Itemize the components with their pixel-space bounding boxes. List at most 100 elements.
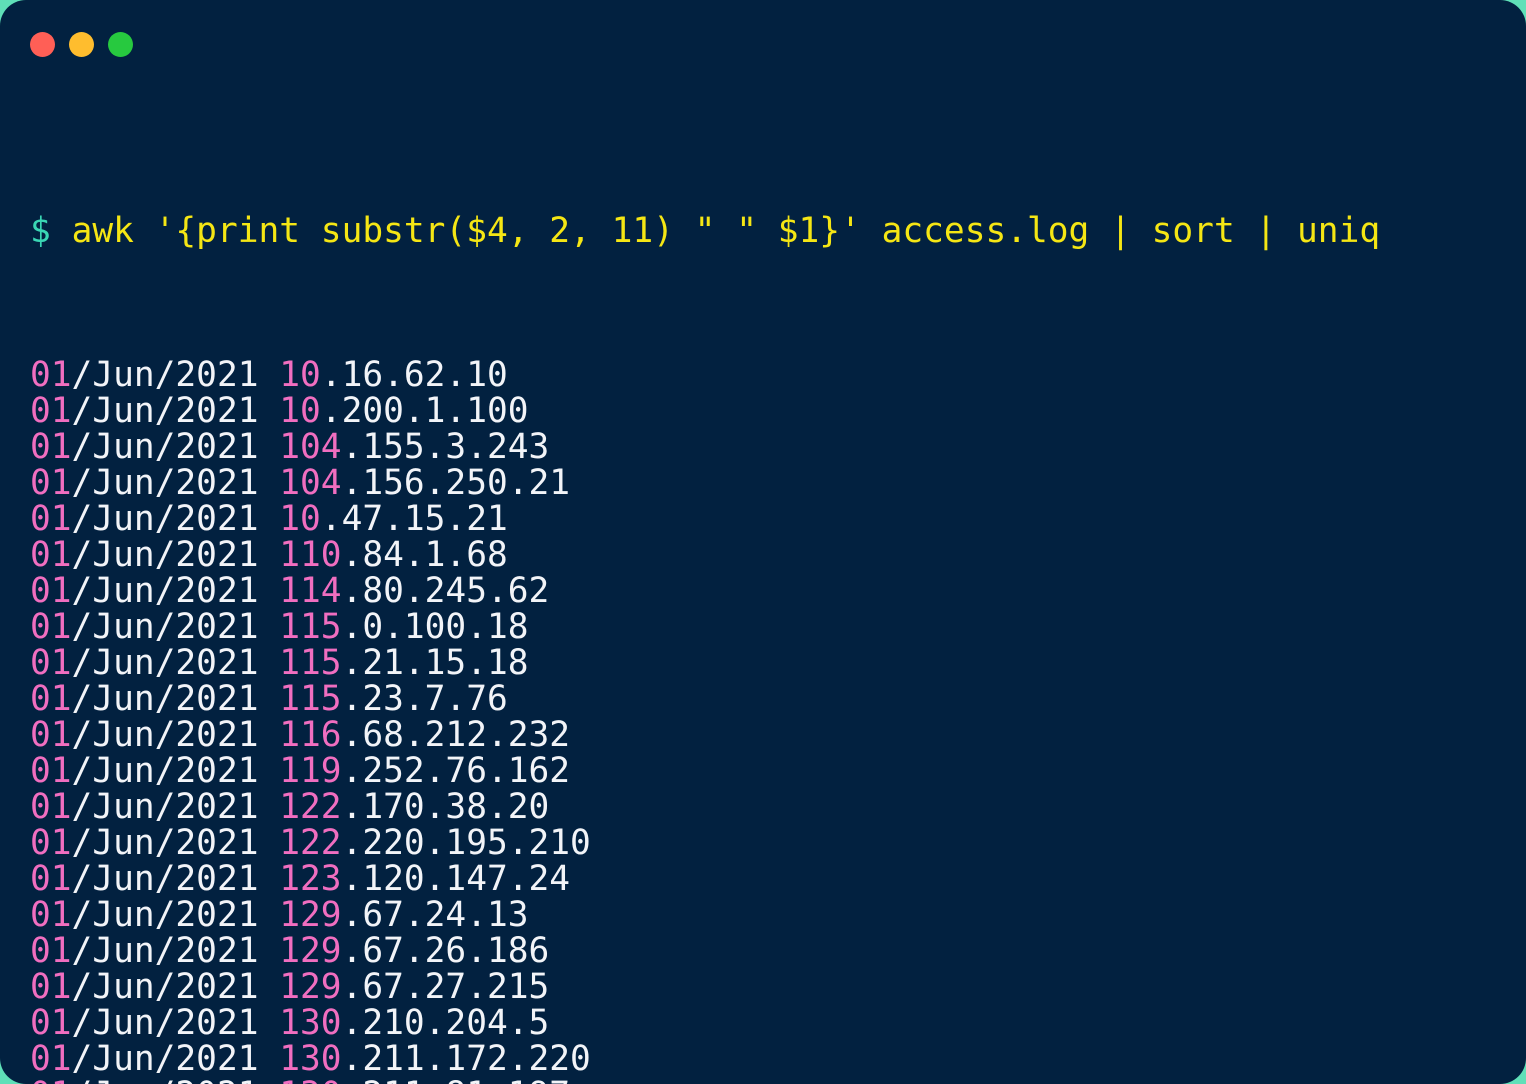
log-ip-text: .16.62.10 <box>320 355 508 395</box>
output-line: 01/Jun/2021 114.80.245.62 <box>30 573 1498 609</box>
output-line: 01/Jun/2021 119.252.76.162 <box>30 753 1498 789</box>
log-ip-text: .67.26.186 <box>341 931 550 971</box>
log-ip-highlight: 129 <box>279 895 342 935</box>
log-date-text: /Jun/2021 <box>71 895 259 935</box>
log-ip-highlight: 122 <box>279 787 342 827</box>
output-line: 01/Jun/2021 122.170.38.20 <box>30 789 1498 825</box>
log-date-text: /Jun/2021 <box>72 1075 259 1084</box>
log-ip-text: .170.38.20 <box>341 787 550 827</box>
title-bar[interactable] <box>0 0 1526 88</box>
log-date-highlight: 01 <box>30 1075 72 1084</box>
field-separator <box>258 967 279 1007</box>
log-date-text: /Jun/2021 <box>71 787 259 827</box>
log-date-highlight: 01 <box>30 535 72 575</box>
log-date-highlight: 01 <box>30 499 72 539</box>
log-date-text: /Jun/2021 <box>71 355 259 395</box>
log-date-highlight: 01 <box>30 463 72 503</box>
field-separator <box>258 1039 279 1079</box>
output-line: 01/Jun/2021 10.16.62.10 <box>30 357 1498 393</box>
log-date-text: /Jun/2021 <box>71 1003 259 1043</box>
field-separator <box>258 427 279 467</box>
field-separator <box>258 859 279 899</box>
log-ip-highlight: 110 <box>279 535 342 575</box>
log-ip-highlight: 130 <box>279 1003 342 1043</box>
field-separator <box>258 571 279 611</box>
field-separator <box>258 355 279 395</box>
log-date-text: /Jun/2021 <box>71 967 259 1007</box>
log-ip-text: .211.172.220 <box>341 1039 591 1079</box>
output-line: 01/Jun/2021 104.155.3.243 <box>30 429 1498 465</box>
log-date-text: /Jun/2021 <box>71 499 259 539</box>
field-separator <box>258 679 279 719</box>
field-separator <box>258 751 279 791</box>
output-line: 01/Jun/2021 110.84.1.68 <box>30 537 1498 573</box>
log-date-text: /Jun/2021 <box>71 715 259 755</box>
output-line: 01/Jun/2021 130.210.204.5 <box>30 1005 1498 1041</box>
log-ip-text: .21.15.18 <box>341 643 529 683</box>
log-date-text: /Jun/2021 <box>71 463 259 503</box>
command-line[interactable]: $ awk '{print substr($4, 2, 11) " " $1}'… <box>30 213 1498 249</box>
output-line: 01/Jun/2021 130.211.81.197 <box>30 1077 1498 1084</box>
log-ip-text: .80.245.62 <box>341 571 550 611</box>
log-date-text: /Jun/2021 <box>71 571 259 611</box>
log-date-highlight: 01 <box>30 859 72 899</box>
log-ip-highlight: 10 <box>279 355 321 395</box>
log-date-text: /Jun/2021 <box>71 427 259 467</box>
field-separator <box>258 607 279 647</box>
log-date-highlight: 01 <box>30 715 72 755</box>
output-line: 01/Jun/2021 129.67.24.13 <box>30 897 1498 933</box>
output-line: 01/Jun/2021 123.120.147.24 <box>30 861 1498 897</box>
log-date-highlight: 01 <box>30 751 72 791</box>
close-window-button[interactable] <box>30 31 55 57</box>
output-line: 01/Jun/2021 129.67.27.215 <box>30 969 1498 1005</box>
log-ip-highlight: 104 <box>279 463 342 503</box>
log-date-highlight: 01 <box>30 895 72 935</box>
log-date-highlight: 01 <box>30 967 72 1007</box>
field-separator <box>258 463 279 503</box>
log-date-highlight: 01 <box>30 823 72 863</box>
log-date-text: /Jun/2021 <box>71 607 259 647</box>
log-ip-text: .47.15.21 <box>320 499 508 539</box>
log-date-text: /Jun/2021 <box>71 679 259 719</box>
log-ip-highlight: 130 <box>279 1075 341 1084</box>
terminal-output-area[interactable]: $ awk '{print substr($4, 2, 11) " " $1}'… <box>0 88 1526 1084</box>
log-ip-text: .210.204.5 <box>341 1003 550 1043</box>
log-ip-text: .23.7.76 <box>341 679 508 719</box>
log-date-text: /Jun/2021 <box>71 751 259 791</box>
log-ip-text: .120.147.24 <box>341 859 571 899</box>
output-line: 01/Jun/2021 115.23.7.76 <box>30 681 1498 717</box>
minimize-window-button[interactable] <box>69 31 94 57</box>
field-separator <box>258 535 279 575</box>
field-separator <box>258 1003 279 1043</box>
log-ip-highlight: 115 <box>279 607 342 647</box>
log-date-highlight: 01 <box>30 607 72 647</box>
log-ip-text: .0.100.18 <box>341 607 529 647</box>
log-ip-text: .252.76.162 <box>341 751 571 791</box>
log-ip-text: .67.24.13 <box>341 895 529 935</box>
log-date-highlight: 01 <box>30 931 72 971</box>
log-date-text: /Jun/2021 <box>71 391 259 431</box>
output-line: 01/Jun/2021 104.156.250.21 <box>30 465 1498 501</box>
command-text: awk '{print substr($4, 2, 11) " " $1}' a… <box>71 211 1381 251</box>
log-ip-highlight: 10 <box>279 499 321 539</box>
output-line: 01/Jun/2021 115.21.15.18 <box>30 645 1498 681</box>
field-separator <box>258 823 279 863</box>
log-date-highlight: 01 <box>30 427 72 467</box>
log-ip-text: .200.1.100 <box>320 391 529 431</box>
log-ip-highlight: 129 <box>279 967 342 1007</box>
log-date-text: /Jun/2021 <box>71 931 259 971</box>
output-line: 01/Jun/2021 10.47.15.21 <box>30 501 1498 537</box>
maximize-window-button[interactable] <box>108 31 133 57</box>
log-ip-text: .84.1.68 <box>341 535 508 575</box>
field-separator <box>258 715 279 755</box>
log-ip-highlight: 10 <box>279 391 321 431</box>
log-ip-highlight: 115 <box>279 643 342 683</box>
field-separator <box>258 895 279 935</box>
output-line: 01/Jun/2021 116.68.212.232 <box>30 717 1498 753</box>
log-ip-text: .67.27.215 <box>341 967 550 1007</box>
log-ip-text: .68.212.232 <box>341 715 571 755</box>
log-ip-highlight: 116 <box>279 715 342 755</box>
output-line: 01/Jun/2021 130.211.172.220 <box>30 1041 1498 1077</box>
log-date-highlight: 01 <box>30 1039 72 1079</box>
log-date-text: /Jun/2021 <box>71 859 259 899</box>
